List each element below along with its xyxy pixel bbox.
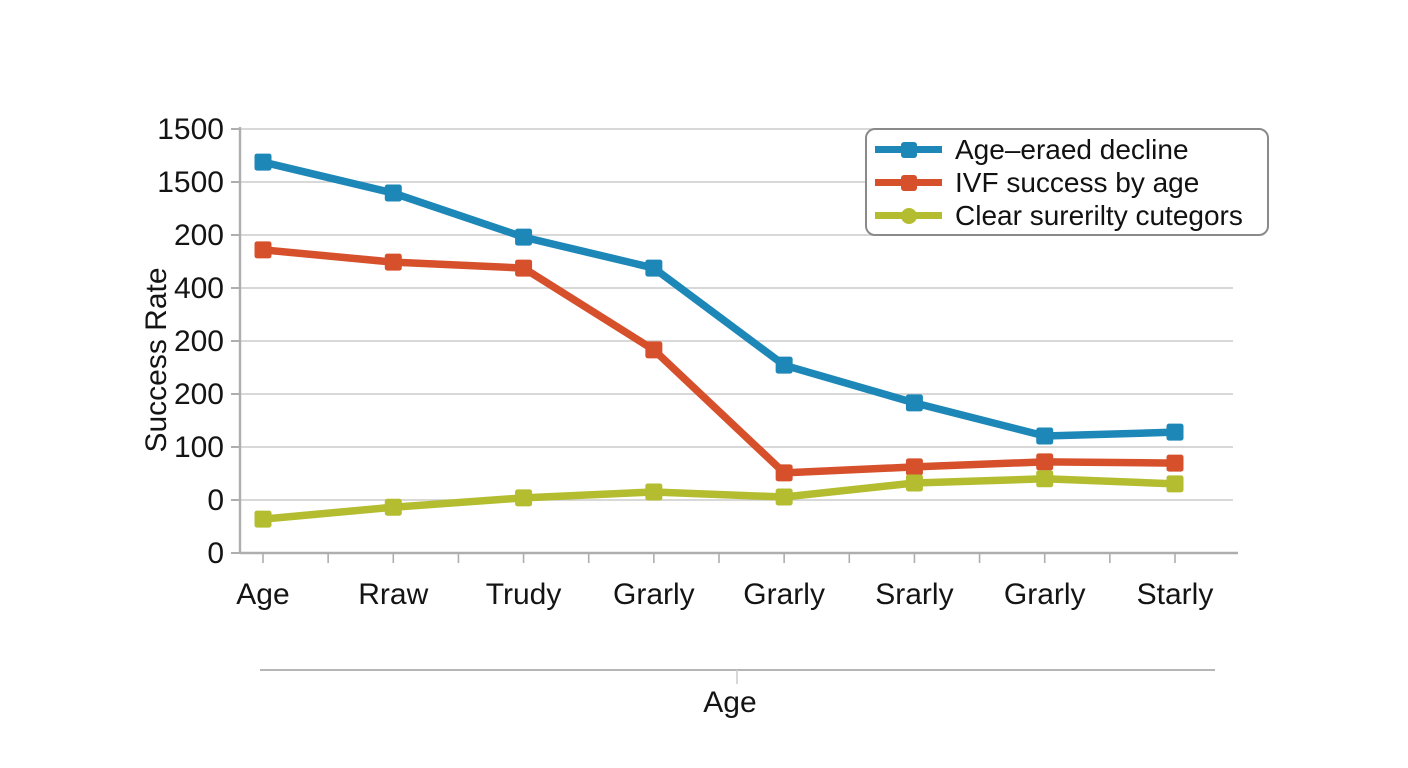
data-point-marker — [1166, 423, 1184, 441]
data-point-marker — [645, 341, 663, 359]
data-point-marker — [515, 259, 533, 277]
y-tick-label: 200 — [174, 378, 224, 411]
y-tick-label: 0 — [207, 537, 224, 570]
data-point-marker — [1036, 453, 1054, 471]
y-tick-label: 100 — [174, 431, 224, 464]
data-point-marker — [905, 394, 923, 412]
data-point-marker — [254, 241, 272, 259]
data-point-marker — [775, 488, 793, 506]
chart-legend: Age–eraed decline IVF success by age Cle… — [865, 128, 1269, 236]
y-tick-label: 200 — [174, 325, 224, 358]
x-tick-label: Grarly — [613, 578, 695, 611]
x-tick-label: Grarly — [743, 578, 825, 611]
y-tick-label: 200 — [174, 219, 224, 252]
data-point-marker — [1166, 454, 1184, 472]
data-point-marker — [515, 228, 533, 246]
x-tick-label: Starly — [1137, 578, 1214, 611]
x-tick-label: Grarly — [1004, 578, 1086, 611]
y-axis-title: Success Rate — [140, 267, 173, 453]
data-point-marker — [775, 464, 793, 482]
x-tick-label: Age — [236, 578, 289, 611]
legend-line-sample-icon — [875, 199, 942, 232]
data-point-marker — [515, 489, 533, 507]
data-point-marker — [254, 510, 272, 528]
data-point-marker — [905, 474, 923, 492]
data-point-marker — [384, 184, 402, 202]
y-tick-label: 0 — [207, 484, 224, 517]
series-line — [259, 246, 1179, 477]
legend-line-sample-icon — [875, 133, 942, 166]
data-point-marker — [384, 498, 402, 516]
data-point-marker — [1036, 470, 1054, 488]
y-tick-label: 400 — [174, 272, 224, 305]
data-point-marker — [645, 483, 663, 501]
data-point-marker — [775, 356, 793, 374]
data-point-marker — [384, 253, 402, 271]
legend-line-sample-icon — [875, 166, 942, 199]
data-point-marker — [254, 153, 272, 171]
legend-item: Clear surerilty cutegors — [875, 199, 1261, 232]
y-tick-label: 1500 — [157, 166, 224, 199]
series-line — [259, 158, 1179, 440]
legend-label: IVF success by age — [955, 167, 1200, 198]
y-tick-label: 1500 — [157, 113, 224, 146]
legend-label: Age–eraed decline — [955, 134, 1189, 165]
x-tick-label: Rraw — [358, 578, 428, 611]
x-tick-label: Trudy — [486, 578, 562, 611]
data-point-marker — [1166, 475, 1184, 493]
data-point-marker — [1036, 427, 1054, 445]
legend-label: Clear surerilty cutegors — [955, 200, 1243, 231]
x-axis-title: Age — [703, 686, 757, 719]
legend-item: IVF success by age — [875, 166, 1261, 199]
data-point-marker — [905, 458, 923, 476]
x-tick-label: Srarly — [875, 578, 953, 611]
data-point-marker — [645, 259, 663, 277]
series-line — [259, 475, 1179, 523]
legend-item: Age–eraed decline — [875, 133, 1261, 166]
